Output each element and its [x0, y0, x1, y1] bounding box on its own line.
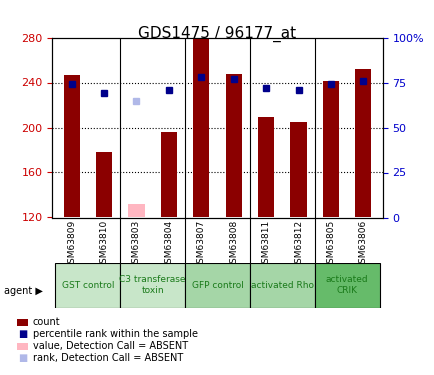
- Text: GSM63808: GSM63808: [229, 220, 238, 269]
- Text: GSM63809: GSM63809: [67, 220, 76, 269]
- Text: GSM63811: GSM63811: [261, 220, 270, 269]
- Bar: [290, 122, 306, 218]
- Bar: [63, 75, 79, 217]
- Bar: [161, 132, 177, 218]
- Text: GSM63807: GSM63807: [196, 220, 205, 269]
- Text: ■: ■: [18, 330, 27, 339]
- Text: rank, Detection Call = ABSENT: rank, Detection Call = ABSENT: [33, 353, 182, 363]
- Text: percentile rank within the sample: percentile rank within the sample: [33, 329, 197, 339]
- Text: GDS1475 / 96177_at: GDS1475 / 96177_at: [138, 26, 296, 42]
- Text: activated Rho: activated Rho: [250, 280, 313, 290]
- Text: activated
CRIK: activated CRIK: [325, 275, 368, 295]
- Text: GSM63803: GSM63803: [132, 220, 141, 269]
- Text: GSM63804: GSM63804: [164, 220, 173, 269]
- Text: agent ▶: agent ▶: [4, 286, 43, 296]
- Bar: [257, 117, 273, 218]
- FancyBboxPatch shape: [120, 262, 184, 308]
- Text: GFP control: GFP control: [191, 280, 243, 290]
- Text: C3 transferase
toxin: C3 transferase toxin: [119, 275, 185, 295]
- Text: GST control: GST control: [62, 280, 114, 290]
- Bar: [96, 152, 112, 217]
- FancyBboxPatch shape: [184, 262, 250, 308]
- Bar: [322, 81, 338, 218]
- Bar: [193, 35, 209, 218]
- Text: count: count: [33, 317, 60, 327]
- Text: GSM63812: GSM63812: [293, 220, 302, 269]
- Text: ■: ■: [18, 354, 27, 363]
- Text: GSM63805: GSM63805: [326, 220, 335, 269]
- Bar: [225, 74, 241, 217]
- Text: value, Detection Call = ABSENT: value, Detection Call = ABSENT: [33, 341, 187, 351]
- FancyBboxPatch shape: [250, 262, 314, 308]
- Text: GSM63810: GSM63810: [99, 220, 108, 269]
- Text: GSM63806: GSM63806: [358, 220, 367, 269]
- FancyBboxPatch shape: [314, 262, 379, 308]
- Bar: [355, 69, 371, 218]
- Bar: [128, 204, 144, 218]
- FancyBboxPatch shape: [55, 262, 120, 308]
